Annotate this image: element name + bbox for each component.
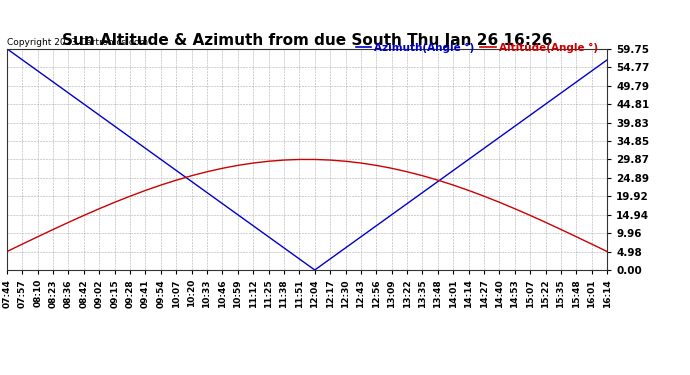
- Title: Sun Altitude & Azimuth from due South Thu Jan 26 16:26: Sun Altitude & Azimuth from due South Th…: [62, 33, 552, 48]
- Legend: Azimuth(Angle °), Altitude(Angle °): Azimuth(Angle °), Altitude(Angle °): [352, 39, 602, 57]
- Text: Copyright 2023 Cartronics.com: Copyright 2023 Cartronics.com: [7, 38, 148, 46]
